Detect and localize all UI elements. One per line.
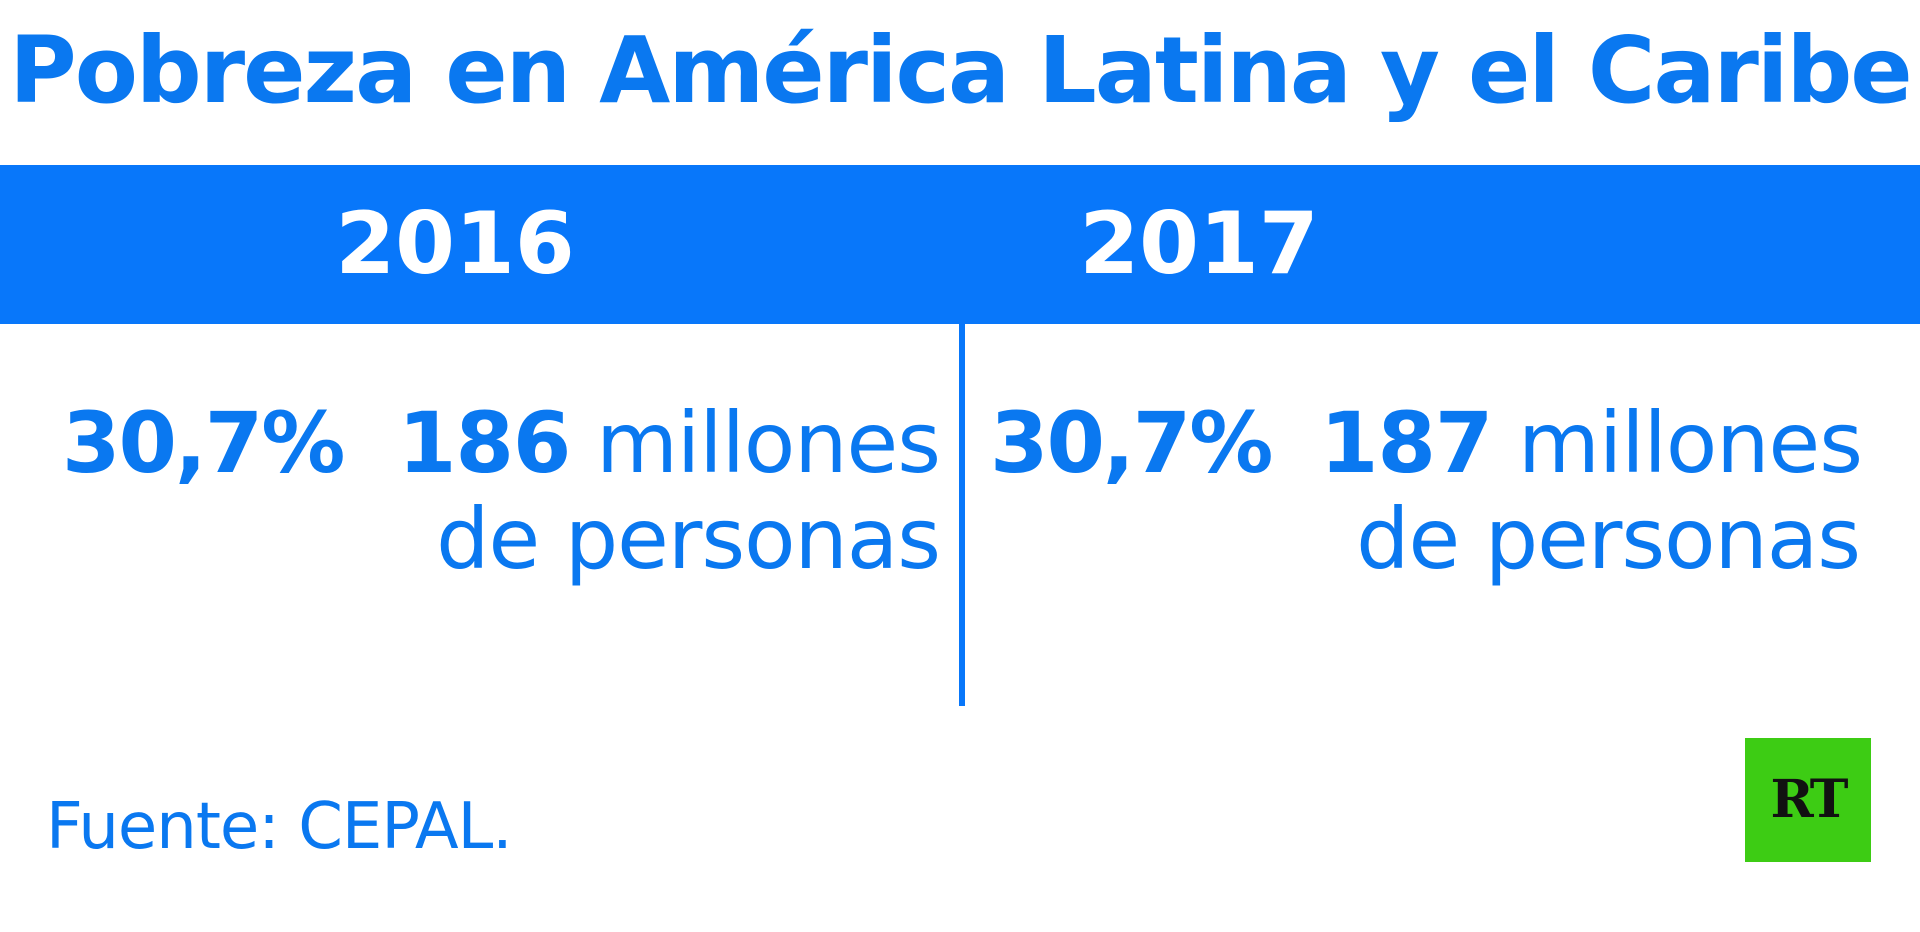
rt-logo: RT bbox=[1745, 738, 1871, 862]
people-unit-2016: millones bbox=[596, 394, 941, 492]
people-rest-2017: de personas bbox=[1356, 490, 1861, 588]
column-divider bbox=[959, 324, 965, 706]
poverty-people-2016: 186 millones de personas bbox=[392, 394, 941, 588]
poverty-people-2017: 187 millones de personas bbox=[1320, 394, 1863, 588]
people-rest-2016: de personas bbox=[436, 490, 941, 588]
year-header-band: 2016 2017 bbox=[0, 165, 1920, 324]
year-label-2017: 2017 bbox=[1079, 194, 1319, 294]
source-note: Fuente: CEPAL. bbox=[46, 790, 513, 864]
people-number-2017: 187 bbox=[1320, 394, 1493, 492]
people-number-2016: 186 bbox=[398, 394, 571, 492]
people-unit-2017: millones bbox=[1518, 394, 1863, 492]
poverty-percent-2016: 30,7% bbox=[62, 394, 345, 492]
year-label-2016: 2016 bbox=[335, 194, 575, 294]
page-title: Pobreza en América Latina y el Caribe bbox=[9, 17, 1912, 124]
rt-logo-text: RT bbox=[1770, 769, 1849, 830]
poverty-percent-2017: 30,7% bbox=[990, 394, 1273, 492]
